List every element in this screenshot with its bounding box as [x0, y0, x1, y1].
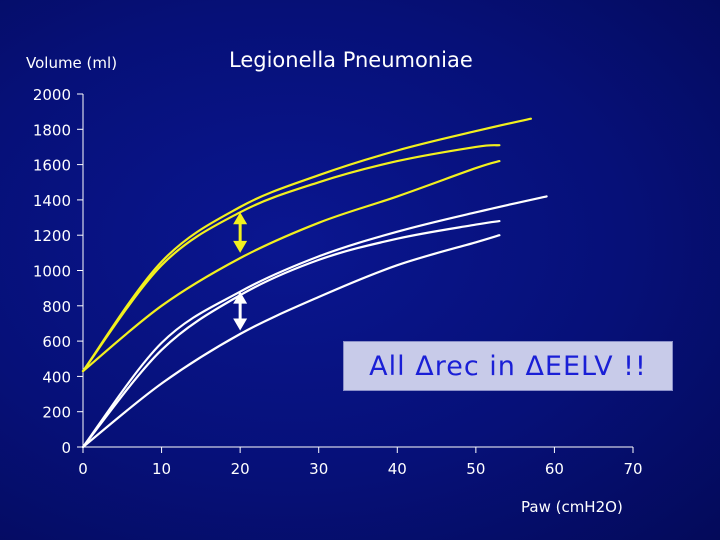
annotation-text: All Δrec in ΔEELV !!	[369, 350, 647, 382]
y-tick-label: 1200	[33, 227, 71, 245]
y-tick-label: 400	[42, 368, 71, 386]
x-tick-label: 40	[388, 460, 407, 478]
y-tick-label: 200	[42, 404, 71, 422]
x-tick-label: 70	[623, 460, 642, 478]
x-tick-label: 0	[78, 460, 88, 478]
y-tick-label: 1800	[33, 121, 71, 139]
ticks: 0 200 400 600 800 1000 1200 1400 1600 1800 2000 0 10…	[33, 86, 643, 478]
y-tick-label: 1000	[33, 263, 71, 281]
annotation-box: All Δrec in ΔEELV !!	[343, 341, 673, 391]
series-line-white	[81, 234, 501, 449]
x-tick-label: 30	[309, 460, 328, 478]
y-tick-label: 1600	[33, 157, 71, 175]
series-line-yellow	[81, 160, 501, 373]
y-tick-label: 1400	[33, 192, 71, 210]
double-arrow-yellow	[233, 212, 248, 253]
x-axis-label: Paw (cmH2O)	[521, 498, 623, 516]
double-arrow-white	[233, 291, 248, 331]
arrows	[233, 212, 248, 331]
y-axis-label: Volume (ml)	[26, 54, 118, 72]
axes	[82, 94, 633, 448]
y-tick-label: 800	[42, 298, 71, 316]
chart-title: Legionella Pneumoniae	[229, 48, 473, 72]
series-line-yellow	[81, 144, 501, 373]
series-line-white	[81, 195, 548, 449]
x-tick-label: 10	[152, 460, 171, 478]
y-tick-label: 2000	[33, 86, 71, 104]
y-tick-label: 600	[42, 333, 71, 351]
x-tick-label: 60	[545, 460, 564, 478]
series-line-white	[81, 220, 501, 449]
series	[81, 117, 548, 449]
series-line-yellow	[81, 117, 532, 373]
y-tick-label: 0	[61, 439, 71, 457]
x-tick-label: 50	[466, 460, 485, 478]
x-tick-label: 20	[231, 460, 250, 478]
